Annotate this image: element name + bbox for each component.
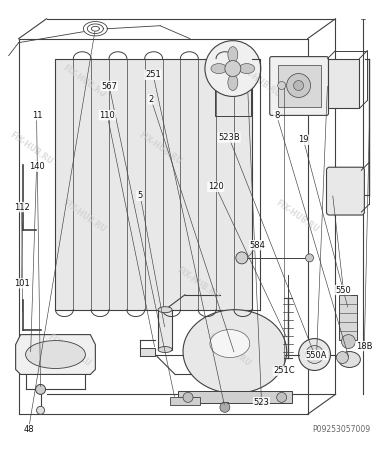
Ellipse shape [239, 63, 255, 73]
Text: FIX-HUB.RU: FIX-HUB.RU [46, 333, 92, 369]
Circle shape [342, 335, 355, 349]
Circle shape [278, 81, 286, 90]
Bar [178, 392, 291, 403]
Text: 550A: 550A [306, 351, 327, 360]
Circle shape [277, 392, 286, 402]
Ellipse shape [210, 329, 250, 357]
Circle shape [306, 254, 314, 262]
Text: 5: 5 [137, 191, 142, 200]
Text: 19: 19 [298, 135, 309, 144]
Text: P09253057009: P09253057009 [312, 424, 370, 433]
Circle shape [220, 402, 230, 412]
Text: 523: 523 [254, 398, 269, 407]
Text: 523B: 523B [218, 133, 240, 142]
Polygon shape [16, 335, 96, 374]
Ellipse shape [183, 310, 286, 393]
Circle shape [306, 346, 324, 364]
Ellipse shape [211, 63, 227, 73]
Text: FIX-HUB.RU: FIX-HUB.RU [275, 198, 320, 234]
Circle shape [37, 406, 45, 414]
Text: 18B: 18B [356, 342, 372, 351]
Bar [327, 58, 359, 108]
Circle shape [183, 392, 193, 402]
Text: 140: 140 [29, 162, 45, 171]
Text: 8: 8 [274, 111, 279, 120]
Text: FIX-HUB.RU: FIX-HUB.RU [8, 131, 54, 167]
Text: 11: 11 [32, 111, 42, 120]
Text: 48: 48 [24, 424, 34, 433]
Text: FIX-HUB.RU: FIX-HUB.RU [176, 265, 222, 302]
Text: FIX-HUB.RU: FIX-HUB.RU [62, 63, 107, 99]
Text: FIX-HUB.RU: FIX-HUB.RU [236, 63, 283, 99]
Text: FIX-HUB.RU: FIX-HUB.RU [138, 131, 184, 167]
Circle shape [36, 384, 45, 394]
Bar [55, 58, 252, 310]
Text: 112: 112 [14, 202, 29, 211]
Text: 251C: 251C [274, 366, 295, 375]
Circle shape [236, 252, 248, 264]
Text: 550: 550 [335, 285, 351, 294]
Text: 567: 567 [101, 81, 117, 90]
Ellipse shape [26, 341, 86, 369]
Circle shape [205, 40, 261, 96]
Circle shape [286, 73, 311, 98]
Ellipse shape [228, 47, 238, 63]
Text: 120: 120 [208, 182, 223, 191]
Circle shape [294, 81, 304, 90]
Ellipse shape [158, 307, 172, 313]
Bar [140, 347, 155, 356]
Bar [215, 89, 251, 117]
Text: FIX-HUB.RU: FIX-HUB.RU [206, 333, 252, 369]
Bar [158, 310, 172, 350]
Ellipse shape [158, 346, 172, 352]
FancyBboxPatch shape [270, 57, 329, 115]
Text: 2: 2 [149, 95, 154, 104]
Circle shape [225, 61, 241, 77]
Text: 101: 101 [14, 279, 29, 288]
Bar [278, 65, 320, 108]
Text: FIX-HUB.RU: FIX-HUB.RU [62, 198, 107, 234]
Text: 110: 110 [99, 111, 115, 120]
FancyBboxPatch shape [327, 167, 364, 215]
Ellipse shape [228, 75, 238, 90]
Text: 584: 584 [250, 241, 265, 250]
Bar [170, 397, 200, 405]
Bar [340, 295, 358, 340]
Circle shape [299, 338, 330, 370]
Circle shape [337, 351, 348, 364]
Text: 251: 251 [145, 70, 161, 79]
Ellipse shape [338, 351, 360, 368]
